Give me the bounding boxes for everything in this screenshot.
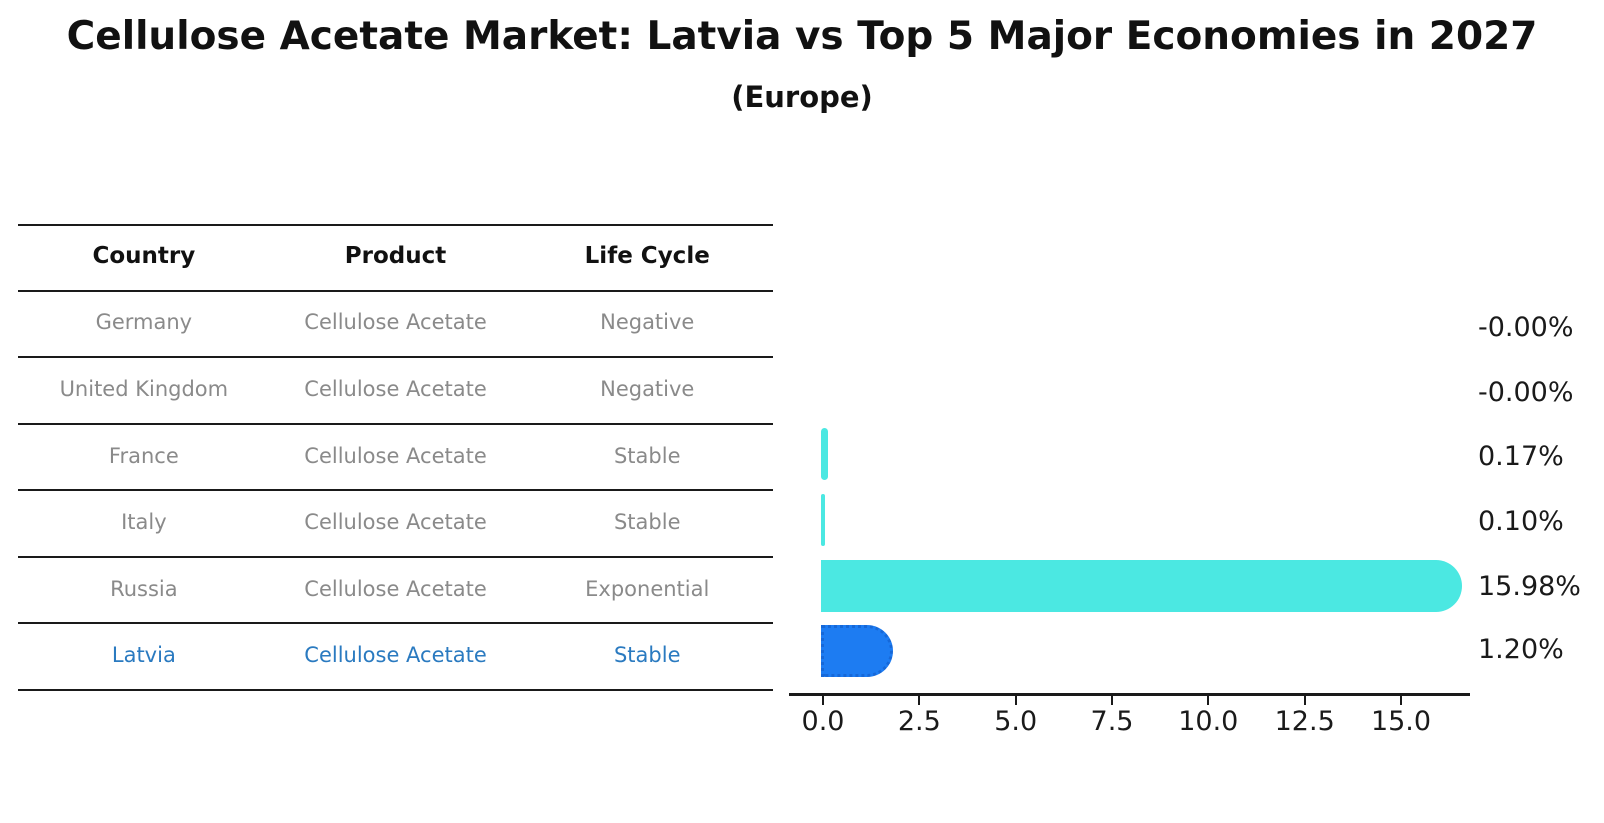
value-label-italy: 0.10%	[1478, 506, 1564, 537]
table-row-russia: Russia Cellulose Acetate Exponential	[18, 574, 773, 604]
table-row-united-kingdom: United Kingdom Cellulose Acetate Negativ…	[18, 374, 773, 404]
x-axis-line	[789, 693, 1470, 696]
table-rule	[18, 489, 773, 491]
bar-russia	[821, 560, 1463, 612]
table-rule	[18, 688, 773, 691]
bar-latvia	[821, 625, 894, 677]
x-tick-label: 5.0	[994, 706, 1038, 737]
table-rule	[18, 622, 773, 624]
table-rule	[18, 289, 773, 292]
table-row-latvia: Latvia Cellulose Acetate Stable	[18, 640, 773, 670]
table-cell-life-cycle: Stable	[613, 443, 681, 468]
bar-italy	[821, 494, 825, 546]
table-cell-product: Cellulose Acetate	[304, 510, 487, 534]
table-rule	[18, 224, 773, 226]
chart-title: Cellulose Acetate Market: Latvia vs Top …	[66, 14, 1538, 59]
x-tick-label: 15.0	[1370, 706, 1432, 737]
x-tick-label: 10.0	[1178, 706, 1239, 737]
x-axis-tick	[1207, 696, 1210, 705]
table-cell-country: Latvia	[111, 643, 176, 667]
x-tick-label: 12.5	[1274, 706, 1335, 737]
table-rule	[18, 555, 773, 558]
x-tick-label: 0.0	[801, 706, 845, 737]
table-cell-product: Cellulose Acetate	[304, 377, 487, 401]
table-cell-life-cycle: Negative	[600, 310, 695, 334]
table-cell-product: Cellulose Acetate	[304, 310, 487, 334]
x-axis-tick	[1400, 696, 1402, 705]
table-rule	[18, 422, 773, 425]
table-cell-life-cycle: Stable	[613, 510, 681, 534]
value-label-germany: -0.00%	[1478, 312, 1574, 343]
table-cell-country: United Kingdom	[59, 377, 229, 401]
table-cell-country: Germany	[95, 310, 193, 334]
x-tick-label: 2.5	[897, 706, 941, 737]
x-axis-tick	[918, 696, 921, 705]
table-row-italy: Italy Cellulose Acetate Stable	[18, 507, 773, 537]
table-row-france: France Cellulose Acetate Stable	[18, 441, 773, 471]
table-cell-country: Italy	[121, 510, 167, 534]
table-cell-product: Cellulose Acetate	[304, 643, 487, 667]
x-axis-tick	[1303, 696, 1306, 705]
table-cell-product: Cellulose Acetate	[304, 576, 487, 601]
table-cell-life-cycle: Negative	[600, 377, 695, 401]
table-header-life-cycle: Life Cycle	[584, 243, 710, 269]
value-label-russia: 15.98%	[1478, 571, 1581, 602]
table-cell-life-cycle: Stable	[613, 643, 681, 667]
table-rule	[18, 356, 773, 358]
bar-france	[821, 428, 828, 480]
table-row-germany: Germany Cellulose Acetate Negative	[18, 307, 773, 337]
table-cell-product: Cellulose Acetate	[304, 443, 487, 468]
table-header-product: Product	[344, 243, 447, 269]
x-axis-tick	[1014, 696, 1017, 705]
table-cell-country: Russia	[110, 576, 178, 601]
table-header-row: Country Product Life Cycle	[18, 241, 773, 271]
value-label-france: 0.17%	[1478, 441, 1564, 472]
table-cell-life-cycle: Exponential	[585, 576, 710, 601]
chart-subtitle: (Europe)	[731, 80, 873, 114]
x-tick-label: 7.5	[1090, 706, 1134, 737]
x-axis-tick	[1111, 696, 1113, 705]
table-cell-country: France	[108, 443, 179, 468]
x-axis-tick	[822, 696, 824, 705]
table-header-country: Country	[92, 243, 196, 269]
value-label-latvia: 1.20%	[1478, 634, 1564, 665]
value-label-united-kingdom: -0.00%	[1478, 377, 1574, 408]
